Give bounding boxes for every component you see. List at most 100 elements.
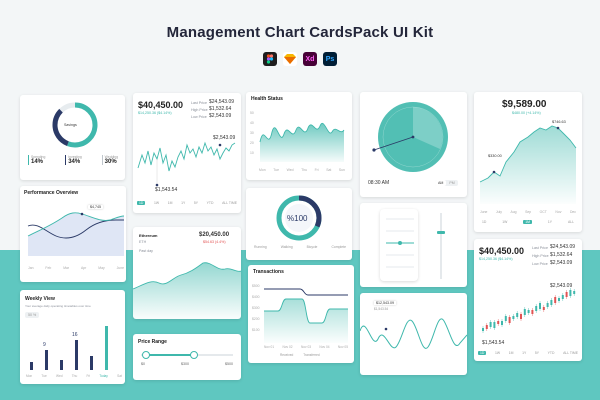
candle — [561, 295, 564, 299]
sketch-icon — [283, 52, 297, 66]
eth-label: Ethereum — [139, 233, 158, 238]
range-1d[interactable]: 1D — [137, 201, 146, 205]
price-line-card: $40,450.00 $14,250.36 ($4.14%) Last Pric… — [133, 93, 241, 213]
candle — [512, 316, 515, 319]
candle — [497, 321, 500, 324]
price-peak-label: $2,543.09 — [213, 135, 236, 141]
clock-face — [372, 102, 448, 172]
candle-range-1m[interactable]: 1M — [508, 351, 514, 355]
legend-transferred: Transferred — [303, 353, 320, 357]
candle — [527, 310, 530, 313]
candle — [565, 292, 568, 297]
candle-range-1y[interactable]: 1Y — [522, 351, 527, 355]
price-change: $14,250.36 ($4.14%) — [138, 111, 172, 115]
btc-price-card: $9,589.00 $480.00 (+4.14%) $746.63 $330.… — [474, 92, 582, 232]
btc-low-label: $330.00 — [488, 154, 502, 158]
candle-range-ytd[interactable]: YTD — [547, 351, 555, 355]
candle — [569, 290, 572, 296]
candle — [520, 314, 522, 319]
btc-range-1m[interactable]: 1M — [523, 220, 532, 224]
range-1m[interactable]: 1M — [167, 201, 173, 205]
transactions-chart — [264, 288, 348, 343]
btc-range-all[interactable]: ALL — [567, 220, 574, 224]
weekly-subtitle: Your average daily operating timetables … — [25, 304, 91, 308]
range-ytd[interactable]: YTD — [206, 201, 214, 205]
candle — [493, 322, 496, 328]
candle — [523, 309, 526, 315]
btc-change: $480.00 (+4.14%) — [512, 111, 541, 115]
health-area-chart — [259, 123, 345, 162]
candle — [550, 300, 553, 305]
range-5y[interactable]: 5Y — [193, 201, 199, 205]
price-line-chart — [137, 141, 236, 187]
xd-icon: Xd — [303, 52, 317, 66]
equalizer-card — [360, 203, 467, 287]
eth-ticker: ETH — [139, 240, 147, 244]
candle-range-5y[interactable]: 5Y — [534, 351, 540, 355]
candlestick-card: $40,450.00 $14,250.36 ($4.14%) Last Pric… — [474, 239, 582, 361]
wave-line-chart — [360, 318, 467, 349]
candle — [504, 316, 507, 321]
candle — [508, 317, 511, 323]
candle-peak-label: $2,543.09 — [550, 283, 573, 289]
eth-change: $54.63 (4.4%) — [203, 240, 226, 244]
range-1y[interactable]: 1Y — [181, 201, 186, 205]
candle-range-all[interactable]: ALL TIME — [563, 351, 578, 355]
candle-low-label: $1,543.54 — [482, 340, 505, 346]
photoshop-icon: Ps — [323, 52, 337, 66]
clock-card: 08:30 AM AM PM — [360, 92, 467, 197]
performance-chart — [27, 212, 125, 256]
eth-value: $20,450.00 — [199, 232, 230, 238]
figma-icon — [263, 52, 277, 66]
ethereum-card: Ethereum ETH $20,450.00 $54.63 (4.4%) Pa… — [133, 227, 241, 319]
candle — [489, 322, 492, 327]
price-low-label: $1,543.54 — [155, 187, 178, 193]
candle — [573, 291, 576, 294]
legend-bicycle: Bicycle — [306, 245, 318, 249]
weekly-bar-chart — [30, 326, 108, 370]
vertical-slider-thumb[interactable] — [437, 231, 445, 234]
stat-spending: Spending 14% — [28, 155, 45, 165]
bar-value-tue: 9 — [43, 342, 46, 348]
candle — [531, 310, 534, 314]
performance-tooltip: $4,745 — [88, 205, 103, 209]
eth-area-chart — [133, 262, 241, 319]
progress-donut-card: %100 Running Walking Bicycle Complete — [246, 188, 352, 260]
btc-range-1w[interactable]: 1W — [502, 220, 508, 224]
candle — [516, 313, 519, 317]
candle — [535, 306, 538, 311]
wave-tooltip: $12,543.09 — [374, 301, 396, 305]
candle-range-1w[interactable]: 1W — [494, 351, 501, 355]
btc-peak-label: $746.63 — [552, 120, 566, 124]
weekly-title: Weekly View — [25, 296, 55, 302]
am-toggle[interactable]: AM — [435, 180, 447, 186]
candle — [542, 307, 545, 310]
health-status-card: Health Status 50 40 30 20 10 Mon Tue Wed… — [246, 92, 352, 180]
btc-area-chart — [479, 125, 577, 204]
vertical-slider[interactable] — [440, 213, 442, 279]
pm-toggle[interactable]: PM — [449, 181, 455, 185]
bar-value-thu: 16 — [72, 332, 78, 338]
clock-time: 08:30 AM — [368, 180, 390, 186]
eth-sub: Past day — [139, 249, 153, 253]
savings-donut-chart — [52, 102, 98, 148]
legend-walking: Walking — [280, 245, 293, 249]
candlestick-chart — [482, 288, 576, 333]
candle — [546, 303, 549, 307]
range-1w[interactable]: 1W — [153, 201, 160, 205]
btc-range-1d[interactable]: 1D — [482, 220, 487, 224]
price-range-title: Price Range — [138, 339, 167, 345]
btc-value: $9,589.00 — [502, 99, 547, 110]
wave-tooltip-sub: $1,543.54 — [374, 307, 389, 311]
range-max-handle[interactable] — [190, 351, 198, 359]
candle-range-1d[interactable]: 1D — [478, 351, 487, 355]
candle — [485, 325, 488, 329]
weekly-filter[interactable]: 50 % — [25, 312, 40, 318]
range-all[interactable]: ALL TIME — [222, 201, 237, 205]
range-min-handle[interactable] — [142, 351, 150, 359]
candle-value: $40,450.00 — [479, 246, 525, 256]
candle — [554, 297, 557, 303]
range-fill — [145, 354, 193, 356]
candle-change: $14,250.36 ($4.14%) — [479, 257, 513, 261]
btc-range-1y[interactable]: 1Y — [547, 220, 553, 224]
